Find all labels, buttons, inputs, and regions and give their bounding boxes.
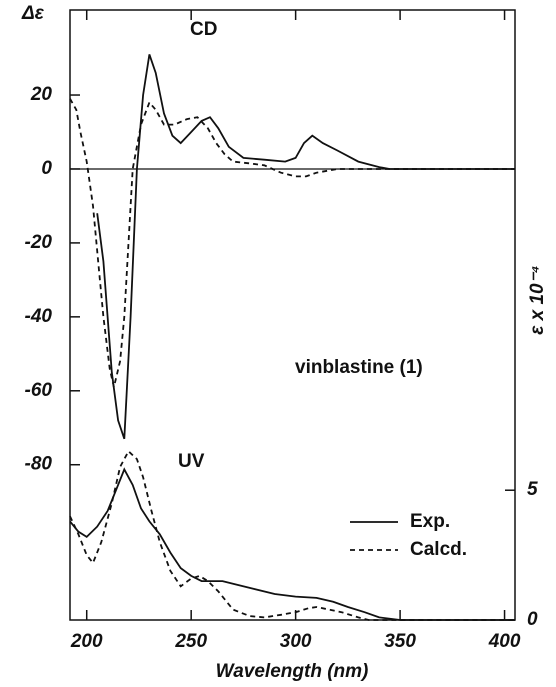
x-tick-label: 250 (174, 631, 207, 652)
y-axis-label: Δε (21, 3, 45, 24)
series-line (96, 54, 515, 440)
x-axis-label: Wavelength (nm) (216, 661, 369, 682)
annotation: CD (190, 19, 217, 40)
x-tick-label: 200 (70, 631, 103, 652)
y2-tick-label: 5 (527, 479, 538, 500)
legend-label: Calcd. (410, 539, 467, 560)
series-line (69, 449, 515, 621)
y2-axis-label: ε x 10⁻⁴ (527, 265, 548, 334)
x-tick-label: 300 (280, 631, 312, 652)
y2-tick-label: 0 (527, 609, 538, 630)
series-line (69, 98, 515, 388)
annotation: UV (178, 451, 205, 472)
x-tick-label: 350 (384, 631, 416, 652)
y-tick-label: -80 (25, 454, 53, 475)
y-tick-label: -60 (25, 380, 53, 401)
y-tick-label: 0 (41, 158, 52, 179)
x-tick-label: 400 (488, 631, 521, 652)
y-tick-label: 20 (30, 84, 53, 105)
plot-frame (69, 9, 516, 621)
legend-label: Exp. (410, 511, 450, 532)
annotation: vinblastine (1) (295, 357, 423, 378)
y-tick-label: -20 (25, 232, 53, 253)
y-tick-label: -40 (25, 306, 53, 327)
